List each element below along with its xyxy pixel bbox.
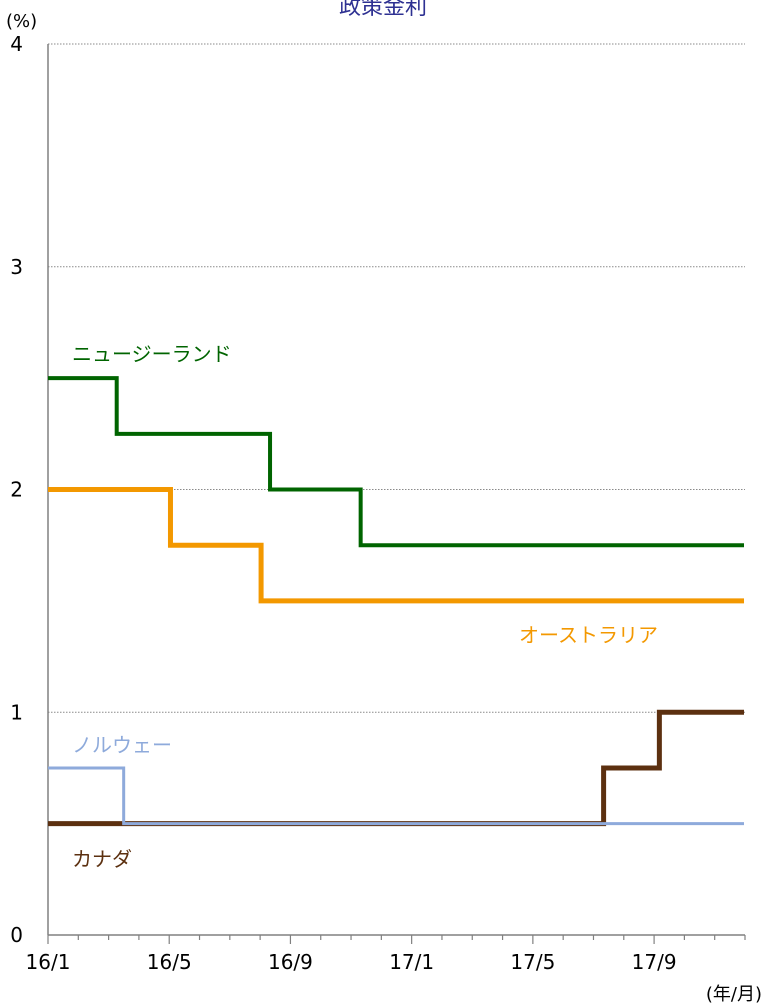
y-tick-label-0: 0 bbox=[10, 923, 23, 947]
x-axis-unit: (年/月) bbox=[706, 984, 762, 1005]
x-tick-label-0: 16/1 bbox=[26, 950, 71, 974]
series-line-1 bbox=[48, 487, 745, 604]
y-axis-unit: (%) bbox=[6, 11, 37, 32]
series-lines bbox=[48, 376, 745, 827]
series-label-3: カナダ bbox=[72, 847, 132, 871]
series-line-2 bbox=[48, 766, 745, 826]
x-tick-label-5: 17/9 bbox=[632, 950, 677, 974]
axes bbox=[47, 44, 746, 944]
chart-title: 政策金利 bbox=[339, 0, 427, 20]
series-label-1: オーストラリア bbox=[519, 623, 658, 647]
x-tick-label-1: 16/5 bbox=[147, 950, 192, 974]
x-tick-label-3: 17/1 bbox=[389, 950, 434, 974]
series-line-3 bbox=[48, 709, 745, 827]
x-tick-label-4: 17/5 bbox=[510, 950, 555, 974]
y-tick-label-1: 1 bbox=[10, 700, 23, 724]
y-tick-label-4: 4 bbox=[10, 32, 23, 56]
x-tick-labels: 16/1 16/5 16/9 17/1 17/5 17/9 bbox=[26, 950, 677, 974]
gridlines bbox=[48, 43, 745, 713]
series-label-2: ノルウェー bbox=[72, 733, 172, 757]
series-label-0: ニュージーランド bbox=[72, 342, 232, 366]
series-line-0 bbox=[48, 376, 745, 548]
y-tick-label-3: 3 bbox=[10, 255, 23, 279]
x-tick-label-2: 16/9 bbox=[268, 950, 313, 974]
y-tick-label-2: 2 bbox=[10, 478, 23, 502]
y-tick-labels: 0 1 2 3 4 bbox=[10, 32, 23, 947]
